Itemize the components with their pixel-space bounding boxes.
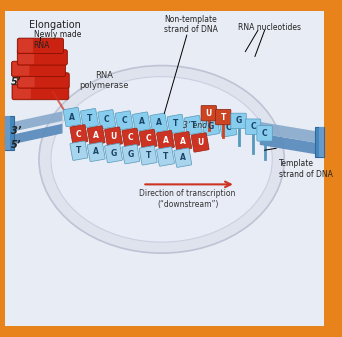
Text: G: G — [128, 150, 134, 159]
Ellipse shape — [51, 76, 272, 242]
Bar — [5, 116, 14, 150]
Text: G: G — [110, 149, 117, 157]
Text: C: C — [262, 129, 267, 138]
FancyBboxPatch shape — [139, 129, 157, 149]
FancyBboxPatch shape — [115, 111, 133, 130]
Text: T: T — [145, 151, 151, 160]
Bar — [319, 127, 324, 157]
FancyBboxPatch shape — [184, 115, 202, 135]
FancyBboxPatch shape — [201, 105, 216, 121]
FancyBboxPatch shape — [12, 61, 65, 76]
FancyBboxPatch shape — [63, 107, 81, 127]
Text: A: A — [69, 113, 75, 122]
Text: G: G — [235, 116, 242, 125]
FancyBboxPatch shape — [157, 130, 174, 150]
Text: RNA
polymerase: RNA polymerase — [79, 71, 129, 90]
Polygon shape — [260, 133, 317, 155]
FancyBboxPatch shape — [13, 62, 29, 76]
Text: Direction of transcription
(“downstream”): Direction of transcription (“downstream”… — [140, 189, 236, 209]
Text: A: A — [180, 137, 186, 146]
FancyBboxPatch shape — [167, 114, 185, 134]
FancyBboxPatch shape — [157, 147, 174, 166]
FancyBboxPatch shape — [12, 84, 69, 100]
FancyBboxPatch shape — [105, 143, 122, 163]
FancyBboxPatch shape — [191, 133, 209, 152]
Text: C: C — [250, 122, 256, 131]
Text: C: C — [225, 123, 231, 132]
Ellipse shape — [39, 66, 284, 253]
Text: C: C — [104, 115, 109, 124]
FancyBboxPatch shape — [18, 74, 35, 87]
Text: T: T — [163, 152, 168, 161]
Text: RNA nucleotides: RNA nucleotides — [238, 23, 301, 32]
Text: 5’: 5’ — [11, 78, 22, 87]
Text: C: C — [145, 134, 151, 144]
Text: C: C — [76, 130, 82, 139]
FancyBboxPatch shape — [70, 141, 88, 160]
Text: 5’: 5’ — [11, 140, 22, 150]
Text: 3’: 3’ — [11, 126, 22, 136]
Text: Newly made
RNA: Newly made RNA — [34, 30, 81, 50]
Text: G: G — [208, 122, 214, 131]
Text: T: T — [87, 114, 92, 123]
Text: A: A — [156, 118, 162, 127]
FancyBboxPatch shape — [13, 85, 31, 99]
Text: U: U — [197, 138, 203, 147]
FancyBboxPatch shape — [139, 146, 157, 165]
FancyBboxPatch shape — [245, 119, 261, 134]
Text: A: A — [180, 153, 186, 162]
FancyBboxPatch shape — [150, 113, 168, 132]
Polygon shape — [5, 111, 63, 133]
FancyBboxPatch shape — [174, 148, 192, 167]
Polygon shape — [5, 124, 63, 146]
FancyBboxPatch shape — [231, 113, 246, 129]
Text: A: A — [162, 135, 168, 145]
Text: U: U — [110, 132, 117, 141]
Text: C: C — [121, 116, 127, 125]
Text: U: U — [206, 109, 212, 118]
FancyBboxPatch shape — [122, 145, 140, 164]
Text: A: A — [93, 147, 99, 156]
Text: Template
strand of DNA: Template strand of DNA — [279, 159, 333, 179]
FancyBboxPatch shape — [17, 73, 69, 88]
Text: Non-template
strand of DNA: Non-template strand of DNA — [163, 15, 218, 34]
FancyBboxPatch shape — [17, 38, 64, 54]
Text: T: T — [76, 146, 82, 155]
FancyBboxPatch shape — [18, 39, 33, 53]
Text: Elongation: Elongation — [29, 20, 81, 30]
Text: A: A — [93, 131, 99, 140]
Bar — [5, 116, 10, 150]
FancyBboxPatch shape — [18, 51, 34, 64]
FancyBboxPatch shape — [202, 117, 220, 136]
Text: 3’ end: 3’ end — [183, 121, 207, 130]
Text: T: T — [191, 121, 196, 130]
FancyBboxPatch shape — [122, 128, 140, 148]
FancyBboxPatch shape — [87, 126, 105, 145]
Bar — [315, 127, 324, 157]
Polygon shape — [260, 122, 317, 143]
FancyBboxPatch shape — [98, 110, 116, 129]
FancyBboxPatch shape — [105, 127, 122, 146]
Text: A: A — [139, 117, 144, 126]
Text: T: T — [221, 113, 226, 122]
FancyBboxPatch shape — [70, 125, 88, 144]
FancyBboxPatch shape — [257, 126, 272, 141]
Text: T: T — [173, 119, 179, 128]
FancyBboxPatch shape — [17, 50, 67, 65]
FancyBboxPatch shape — [219, 118, 237, 137]
Text: C: C — [128, 133, 134, 142]
FancyBboxPatch shape — [80, 109, 98, 128]
FancyBboxPatch shape — [174, 131, 192, 151]
FancyBboxPatch shape — [215, 109, 231, 125]
FancyBboxPatch shape — [132, 112, 150, 131]
FancyBboxPatch shape — [87, 142, 105, 161]
